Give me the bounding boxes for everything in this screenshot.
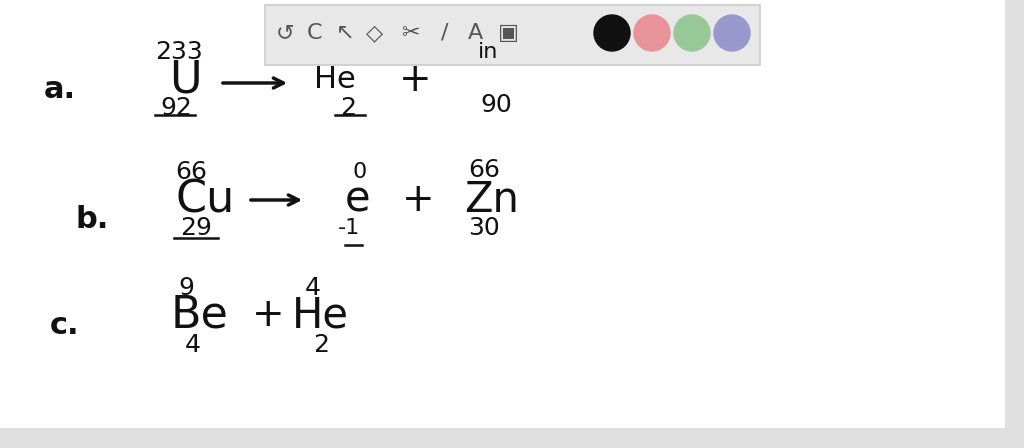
- Text: C: C: [307, 23, 323, 43]
- Text: +: +: [252, 296, 285, 334]
- Circle shape: [714, 15, 750, 51]
- Text: ↺: ↺: [275, 23, 294, 43]
- Text: Be: Be: [171, 293, 229, 336]
- Text: 9: 9: [178, 276, 194, 300]
- Text: ◇: ◇: [367, 23, 384, 43]
- Text: He: He: [292, 294, 348, 336]
- Circle shape: [674, 15, 710, 51]
- Text: 2: 2: [340, 96, 356, 120]
- Text: 233: 233: [155, 40, 203, 64]
- Text: 0: 0: [352, 162, 367, 182]
- Bar: [265, 5, 760, 65]
- Text: c.: c.: [50, 310, 80, 340]
- Text: 2: 2: [313, 333, 329, 357]
- Text: He: He: [314, 65, 356, 95]
- Bar: [1005, 0, 1024, 448]
- Text: 66: 66: [468, 158, 500, 182]
- Text: ↖: ↖: [336, 23, 354, 43]
- Text: -1: -1: [338, 218, 360, 238]
- Text: 90: 90: [480, 93, 512, 117]
- Text: Cu: Cu: [175, 178, 234, 221]
- Text: 30: 30: [468, 216, 500, 240]
- Text: in: in: [478, 42, 499, 62]
- Text: /: /: [441, 23, 449, 43]
- Circle shape: [634, 15, 670, 51]
- Text: b.: b.: [76, 206, 109, 234]
- Text: Zn: Zn: [465, 179, 519, 221]
- Text: 92: 92: [160, 96, 191, 120]
- Text: +: +: [401, 181, 434, 219]
- Text: ✂: ✂: [400, 23, 419, 43]
- Text: a.: a.: [44, 76, 76, 104]
- Circle shape: [594, 15, 630, 51]
- Bar: [0, 428, 1005, 448]
- Text: +: +: [398, 61, 431, 99]
- Text: 29: 29: [180, 216, 212, 240]
- Text: ▣: ▣: [498, 23, 518, 43]
- Text: 66: 66: [175, 160, 207, 184]
- Text: U: U: [169, 59, 202, 102]
- Text: A: A: [467, 23, 482, 43]
- Text: e: e: [345, 179, 371, 221]
- Text: 4: 4: [305, 276, 321, 300]
- Text: 4: 4: [185, 333, 201, 357]
